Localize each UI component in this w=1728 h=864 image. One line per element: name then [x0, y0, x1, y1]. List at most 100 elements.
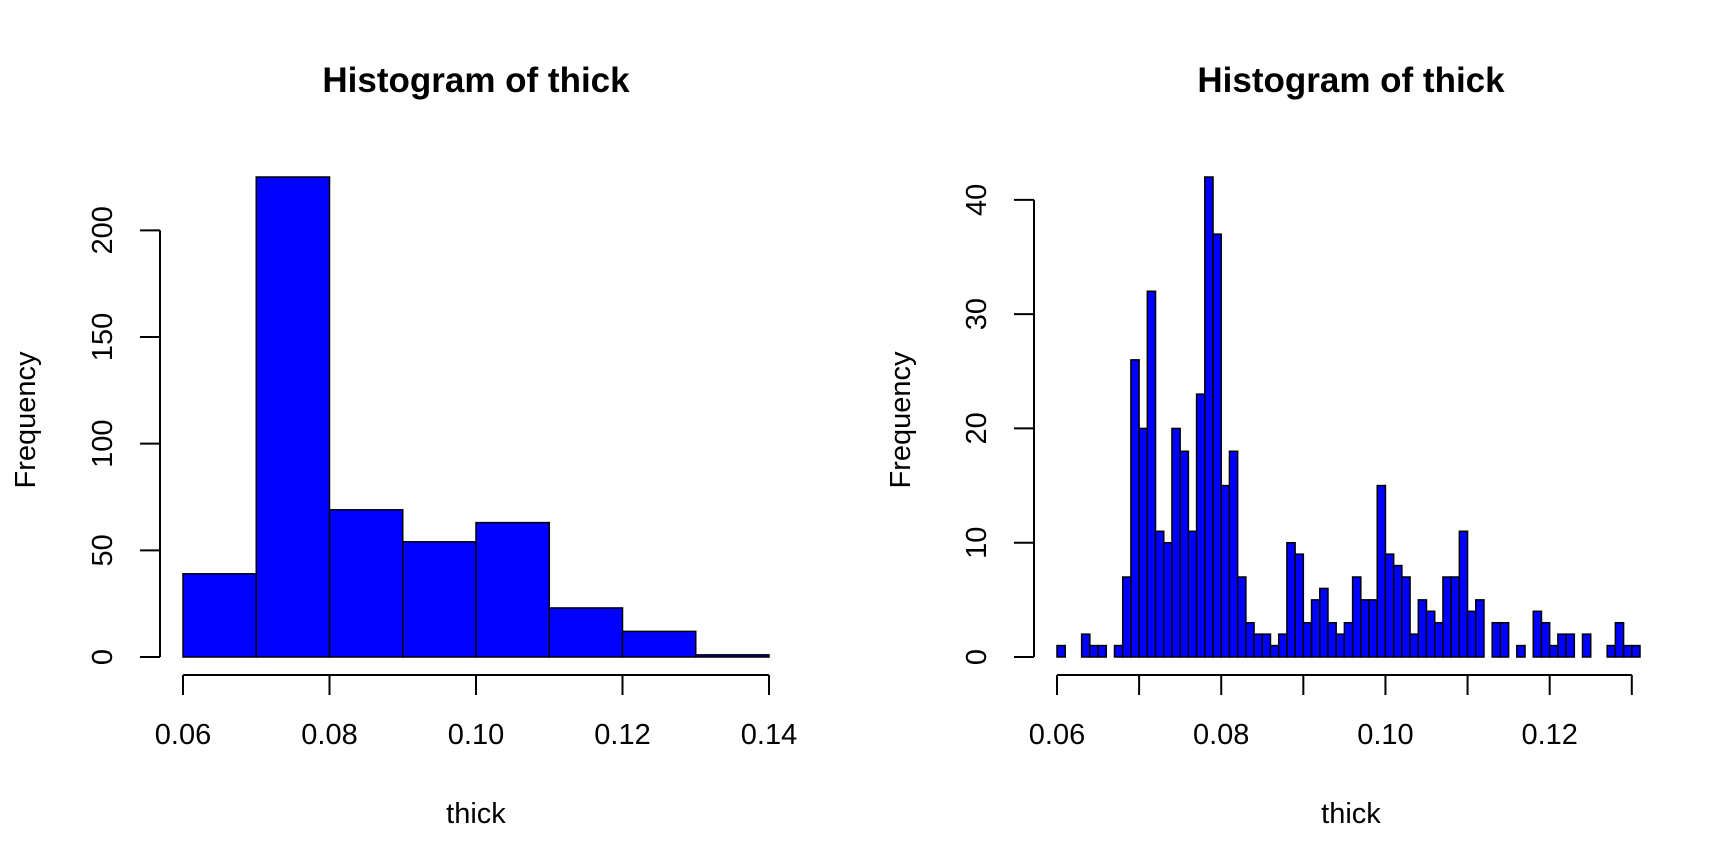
histogram-bar — [1433, 621, 1444, 658]
histogram-bar — [1606, 644, 1617, 658]
chart-title: Histogram of thick — [322, 61, 630, 100]
histogram-bar — [1286, 541, 1296, 658]
histogram-bar — [1310, 599, 1321, 658]
x-tick-label: 0.10 — [1357, 719, 1413, 751]
histogram-bar — [1409, 633, 1420, 658]
histogram-bar — [1212, 233, 1222, 658]
histogram-bar — [621, 630, 697, 658]
histogram-bar — [1614, 621, 1625, 658]
histogram-bar — [1631, 644, 1641, 658]
x-axis: 0.06 0.08 0.10 0.12 — [1029, 674, 1633, 751]
histogram-bar — [1450, 576, 1461, 658]
y-axis-label: Frequency — [10, 351, 42, 489]
histogram-bar — [1343, 621, 1354, 658]
histogram-bar — [1475, 599, 1485, 658]
histogram-panel-right: Histogram of thick thick Frequency 0.06 0… — [885, 61, 1641, 830]
histogram-bar — [1417, 599, 1428, 658]
y-tick-label: 50 — [87, 534, 119, 566]
histogram-bar — [475, 521, 550, 658]
histogram-bar — [1245, 621, 1255, 658]
histogram-bar — [1171, 427, 1181, 658]
histogram-bar — [1557, 633, 1567, 658]
y-tick-label: 200 — [87, 206, 119, 254]
histogram-bar — [1442, 576, 1452, 658]
histogram-bar — [1236, 576, 1247, 658]
histogram-bar — [1277, 633, 1288, 658]
bar-group — [1056, 176, 1641, 658]
histogram-bar — [1565, 633, 1576, 658]
histogram-bar — [1491, 621, 1502, 658]
y-axis: 0 50 100 150 200 — [87, 206, 161, 665]
y-tick-label: 0 — [87, 649, 119, 665]
y-tick-label: 10 — [961, 527, 993, 559]
x-tick-label: 0.06 — [155, 719, 211, 751]
histogram-bar — [1532, 610, 1543, 658]
histogram-bar — [1360, 599, 1370, 658]
histogram-bar — [1540, 621, 1551, 658]
histogram-bar — [328, 509, 404, 658]
x-axis: 0.06 0.08 0.10 0.12 0.14 — [155, 674, 797, 751]
histogram-bar — [1376, 484, 1387, 658]
y-tick-label: 30 — [961, 298, 993, 330]
histogram-bar — [1384, 553, 1395, 658]
histogram-bar — [1302, 621, 1313, 658]
histogram-bar — [1089, 644, 1099, 658]
histogram-bar — [1269, 644, 1280, 658]
histogram-bar — [1220, 484, 1231, 658]
histogram-bar — [1179, 450, 1190, 658]
y-axis-label: Frequency — [885, 351, 917, 489]
histogram-bar — [695, 654, 770, 658]
histogram-bar — [255, 176, 331, 658]
histogram-bar — [1401, 576, 1411, 658]
x-tick-label: 0.10 — [448, 719, 504, 751]
y-tick-label: 40 — [961, 184, 993, 216]
histogram-bar — [1056, 644, 1066, 658]
histogram-bar — [1187, 530, 1198, 658]
x-axis-label: thick — [446, 798, 506, 830]
histogram-bar — [1622, 644, 1633, 658]
histogram-bar — [1581, 633, 1592, 658]
x-tick-label: 0.08 — [301, 719, 357, 751]
histogram-bar — [1154, 530, 1165, 658]
histogram-bar — [1138, 427, 1149, 658]
histogram-bar — [1080, 633, 1091, 658]
y-tick-label: 100 — [87, 419, 119, 467]
histogram-bar — [1113, 644, 1124, 658]
histogram-bar — [1458, 530, 1469, 658]
histogram-bar — [1499, 621, 1510, 658]
x-tick-label: 0.12 — [594, 719, 650, 751]
histogram-bar — [1162, 541, 1173, 658]
histogram-bar — [1516, 644, 1526, 658]
histogram-bar — [548, 607, 624, 658]
histogram-bar — [1319, 587, 1329, 658]
x-tick-label: 0.14 — [741, 719, 797, 751]
histogram-panel-left: Histogram of thick thick Frequency 0.06 0… — [10, 61, 797, 830]
histogram-bar — [1097, 644, 1108, 658]
histogram-bar — [1204, 176, 1214, 658]
histogram-bar — [1121, 576, 1132, 658]
x-tick-label: 0.06 — [1029, 719, 1085, 751]
histogram-bar — [1392, 564, 1403, 658]
histogram-bar — [1466, 610, 1477, 658]
histogram-bar — [1228, 450, 1239, 658]
x-tick-label: 0.12 — [1521, 719, 1577, 751]
y-tick-label: 0 — [961, 649, 993, 665]
y-axis: 0 10 20 30 40 — [961, 184, 1035, 665]
chart-title: Histogram of thick — [1197, 61, 1505, 100]
histogram-bar — [1195, 393, 1206, 658]
histogram-bar — [1294, 553, 1305, 658]
histogram-bar — [1425, 610, 1436, 658]
histogram-bar — [182, 573, 257, 658]
x-axis-label: thick — [1321, 798, 1381, 830]
histogram-bar — [1327, 621, 1337, 658]
bar-group — [182, 176, 770, 658]
histogram-bar — [1351, 576, 1362, 658]
histogram-bar — [1548, 644, 1559, 658]
x-tick-label: 0.08 — [1193, 719, 1249, 751]
histogram-bar — [1368, 599, 1378, 658]
histogram-bar — [1130, 359, 1140, 658]
histogram-bar — [1146, 290, 1157, 658]
y-tick-label: 150 — [87, 313, 119, 361]
histogram-bar — [1335, 633, 1346, 658]
